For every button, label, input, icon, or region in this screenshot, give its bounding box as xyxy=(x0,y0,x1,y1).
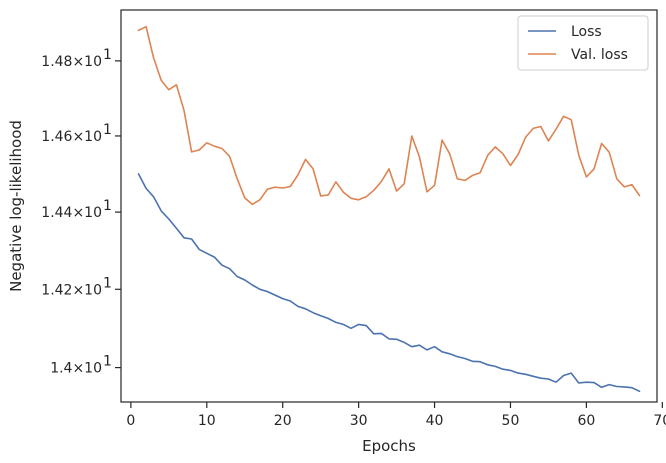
y-tick-label: 1.42×10 xyxy=(41,282,102,298)
y-tick-exponent: 1 xyxy=(103,47,112,63)
legend: Loss Val. loss xyxy=(517,15,649,71)
y-axis-ticks: 1.4×10 11.42×10 11.44×10 11.46×10 11.48×10 1 xyxy=(41,47,121,377)
x-axis-ticks: 0 10 20 30 40 50 60 70 xyxy=(126,402,666,429)
x-tick-label: 30 xyxy=(350,413,368,429)
y-tick-exponent: 1 xyxy=(103,198,112,214)
y-tick-label: 1.46×10 xyxy=(41,129,102,145)
x-tick-label: 60 xyxy=(577,413,595,429)
y-tick-label: 1.44×10 xyxy=(41,205,102,221)
x-tick-label: 50 xyxy=(502,413,520,429)
y-tick-exponent: 1 xyxy=(103,275,112,291)
legend-label-val-loss: Val. loss xyxy=(571,47,628,63)
y-tick-label: 1.4×10 xyxy=(50,361,102,377)
y-tick-exponent: 1 xyxy=(103,354,112,370)
y-tick-exponent: 1 xyxy=(103,122,112,138)
x-tick-label: 10 xyxy=(198,413,216,429)
x-tick-label: 0 xyxy=(126,413,135,429)
y-tick-label: 1.48×10 xyxy=(41,54,102,70)
x-axis-label: Epochs xyxy=(362,437,416,455)
plot-frame xyxy=(120,9,658,403)
x-tick-label: 40 xyxy=(426,413,444,429)
val-loss-series-line xyxy=(137,25,641,206)
y-axis-label: Negative log-likelihood xyxy=(7,120,25,292)
legend-label-loss: Loss xyxy=(571,24,602,40)
series-layer xyxy=(137,25,641,393)
x-tick-label: 20 xyxy=(274,413,292,429)
x-tick-label: 70 xyxy=(653,413,666,429)
legend-box xyxy=(517,15,649,71)
loss-series-line xyxy=(137,173,641,393)
